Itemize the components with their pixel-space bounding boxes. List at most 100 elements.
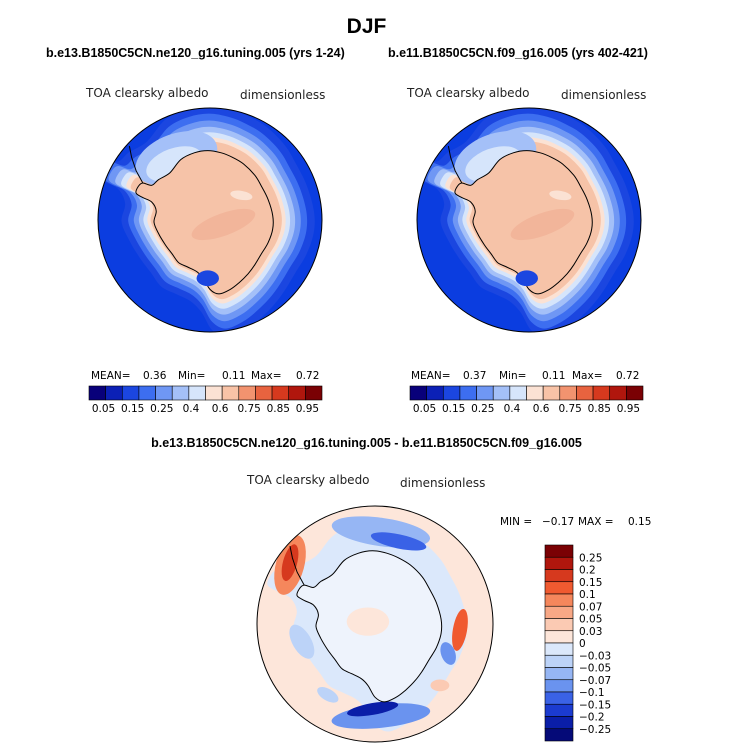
panel2-colorbar-box-12 [609, 385, 627, 401]
panel3-min-value: −0.17 [542, 516, 575, 528]
panel3-colorbar-tick-14: −0.25 [579, 724, 611, 736]
panel2-max-label: Max= [572, 370, 603, 382]
panel3-east-pos [452, 608, 468, 651]
panel2-colorbar-tick-0: 0.05 [413, 403, 436, 415]
panel3-weddell-neg-core [370, 532, 427, 551]
panel1-units-label: dimensionless [240, 88, 326, 102]
panel2-colorbar-box-8 [542, 385, 561, 401]
panel3-colorbar-tick-9: −0.05 [579, 663, 611, 675]
panel3-colorbar-tick-8: −0.03 [579, 650, 611, 662]
panel3-colorbar-box-8 [544, 642, 574, 656]
panel1-peninsula-coast [128, 146, 144, 184]
panel3-peninsula-pos-core [281, 544, 299, 581]
panel2-colorbar-tick-6: 0.85 [588, 403, 611, 415]
panel3-colorbar-box-5 [544, 605, 574, 619]
panel2-max-value: 0.72 [616, 370, 640, 382]
panel3-colorbar-tick-2: 0.15 [579, 577, 602, 589]
panel2-units-label: dimensionless [561, 88, 647, 102]
panel2-colorbar-box-7 [526, 385, 544, 401]
panel1-colorbar-box-3 [138, 385, 156, 401]
panel2-colorbar-box-3 [459, 385, 477, 401]
panel3-colorbar-box-9 [544, 654, 574, 668]
panel2-plateau-texture [510, 208, 575, 241]
panel3-colorbar-box-1 [544, 556, 574, 570]
panel1-min-label: Min= [178, 370, 206, 382]
panel1-colorbar-box-4 [155, 385, 173, 401]
panel3-map [257, 506, 493, 742]
panel3-colorbar-tick-11: −0.1 [579, 687, 605, 699]
panel2-mean-label: MEAN= [411, 370, 451, 382]
panel2-colorbar-box-9 [559, 385, 577, 401]
panel3-colorbar-box-15 [544, 728, 574, 742]
panel3-colorbar-box-14 [544, 716, 574, 730]
panel1-colorbar-box-2 [121, 385, 140, 401]
panel2-mean-value: 0.37 [463, 370, 487, 382]
panel3-west-neg [289, 624, 315, 659]
page-title: DJF [346, 15, 387, 38]
panel2-colorbar-box-13 [626, 385, 644, 401]
panel1-colorbar-tick-4: 0.6 [212, 403, 229, 415]
panel2-colorbar-box-6 [509, 385, 527, 401]
panel3-colorbar-box-3 [544, 581, 574, 595]
panel1-colorbar-box-6 [188, 385, 206, 401]
panel1-colorbar-box-7 [205, 385, 223, 401]
panel3-east-neg [440, 642, 456, 665]
panel1-ross-polynya [196, 270, 219, 287]
panel2-colorbar-box-4 [476, 385, 494, 401]
panel1-colorbar-box-13 [305, 385, 323, 401]
panel1-case-title: b.e13.B1850C5CN.ne120_g16.tuning.005 (yr… [46, 46, 345, 60]
panel1-colorbar-tick-3: 0.4 [183, 403, 200, 415]
panel3-ross-neg-core [347, 701, 399, 717]
panel2-colorbar-tick-4: 0.6 [533, 403, 550, 415]
panel2-colorbar-tick-3: 0.4 [504, 403, 521, 415]
panel1-map-border [97, 107, 323, 333]
panel3-max-label: MAX = [578, 516, 614, 528]
panel3-colorbar-tick-0: 0.25 [579, 552, 602, 564]
panel1-colorbar-box-5 [171, 385, 190, 401]
panel1-colorbar-box-12 [288, 385, 306, 401]
panel3-colorbar-tick-1: 0.2 [579, 565, 596, 577]
panel3-colorbar-tick-5: 0.05 [579, 614, 602, 626]
panel3-colorbar-box-2 [544, 569, 574, 583]
panel3-colorbar-box-10 [544, 667, 574, 681]
panel1-map [98, 108, 322, 332]
panel2-colorbar-box-5 [492, 385, 511, 401]
panel1-colorbar-tick-0: 0.05 [92, 403, 115, 415]
panel1-colorbar-tick-5: 0.75 [237, 403, 260, 415]
panel2-colorbar-box-2 [442, 385, 461, 401]
panel2-colorbar-tick-1: 0.15 [442, 403, 465, 415]
panel3-max-value: 0.15 [628, 516, 652, 528]
panel3-colorbar-tick-6: 0.03 [579, 626, 602, 638]
panel1-plateau-texture [191, 208, 256, 241]
panel3-colorbar-tick-7: 0 [579, 638, 586, 650]
panel3-colorbar-box-11 [544, 679, 574, 693]
panel3-colorbar-tick-3: 0.1 [579, 589, 596, 601]
panel2-colorbar-tick-2: 0.25 [471, 403, 494, 415]
panel3-interior-patch [346, 607, 390, 636]
panel2-colorbar-box-0 [409, 385, 427, 401]
panel3-colorbar-box-4 [544, 593, 574, 607]
panel3-colorbar-box-7 [544, 630, 574, 644]
panel3-colorbar-tick-12: −0.15 [579, 699, 611, 711]
panel2-min-label: Min= [499, 370, 527, 382]
panel3-map-border [256, 505, 494, 743]
panel3-southeast-pos [430, 679, 450, 692]
panel2-colorbar-tick-7: 0.95 [617, 403, 640, 415]
panel3-case-title: b.e13.B1850C5CN.ne120_g16.tuning.005 - b… [151, 436, 582, 450]
panel3-units-label: dimensionless [400, 476, 486, 490]
panel3-colorbar-box-13 [544, 703, 574, 717]
panel3-colorbar-box-12 [544, 691, 574, 705]
panel1-ice-shelf-spot [230, 190, 253, 201]
panel3-colorbar-tick-4: 0.07 [579, 601, 602, 613]
panel2-colorbar-box-10 [576, 385, 594, 401]
panel1-mean-label: MEAN= [91, 370, 131, 382]
panel2-colorbar-tick-5: 0.75 [558, 403, 581, 415]
panel2-ross-polynya [515, 270, 538, 287]
panel1-colorbar-box-11 [271, 385, 290, 401]
panel2-case-title: b.e11.B1850C5CN.f09_g16.005 (yrs 402-421… [388, 46, 648, 60]
panel1-colorbar-box-1 [105, 385, 123, 401]
panel3-southwest-neg [317, 686, 339, 703]
panel3-peninsula-coast [289, 546, 305, 586]
panel1-max-label: Max= [251, 370, 282, 382]
